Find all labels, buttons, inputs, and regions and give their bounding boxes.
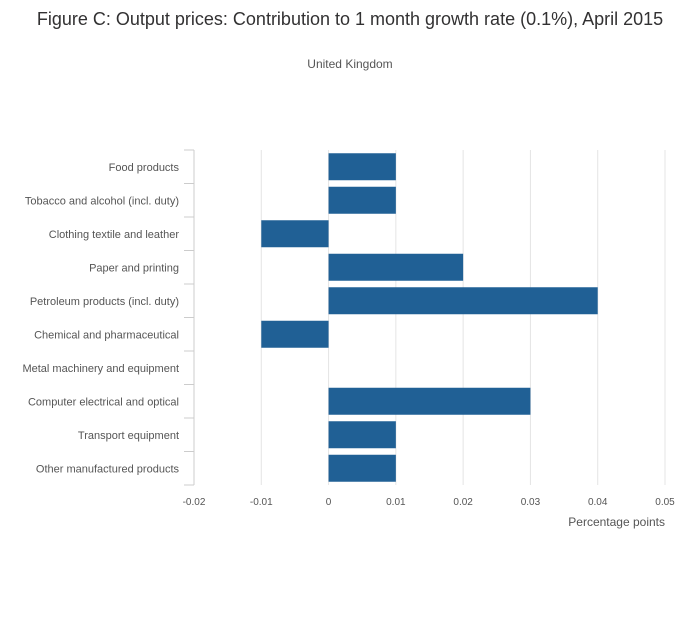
chart-subtitle: United Kingdom	[307, 57, 393, 71]
chart-title: Figure C: Output prices: Contribution to…	[36, 9, 664, 29]
bar	[261, 220, 329, 248]
category-label: Tobacco and alcohol (incl. duty)	[25, 195, 179, 207]
bar	[328, 153, 396, 181]
bars	[261, 153, 598, 482]
bar	[328, 186, 396, 214]
category-label: Metal machinery and equipment	[22, 363, 179, 375]
x-tick-label: 0.05	[655, 497, 675, 508]
category-label: Clothing textile and leather	[49, 229, 180, 241]
category-labels: Food products Tobacco and alcohol (incl. …	[22, 162, 179, 476]
x-axis-title: Percentage points	[568, 515, 665, 529]
bar	[328, 253, 464, 281]
category-label: Food products	[109, 162, 180, 174]
bar	[328, 421, 396, 449]
x-tick-label: 0.01	[386, 497, 406, 508]
category-label: Paper and printing	[89, 262, 179, 274]
category-label: Transport equipment	[78, 430, 179, 442]
category-label: Chemical and pharmaceutical	[34, 329, 179, 341]
bar	[328, 387, 531, 415]
x-tick-label: -0.02	[183, 497, 206, 508]
y-axis	[184, 149, 195, 486]
x-tick-label: 0.04	[588, 497, 608, 508]
category-label: Petroleum products (incl. duty)	[30, 296, 179, 308]
x-tick-label: 0	[326, 497, 332, 508]
gridlines	[193, 150, 666, 485]
bar	[328, 287, 598, 315]
category-label: Computer electrical and optical	[28, 396, 179, 408]
bar	[261, 320, 329, 348]
x-tick-label: 0.03	[521, 497, 541, 508]
category-label: Other manufactured products	[36, 463, 180, 475]
x-tick-label: 0.02	[453, 497, 473, 508]
x-tick-labels: -0.02 -0.01 0 0.01 0.02 0.03 0.04 0.05	[183, 497, 676, 508]
bar	[328, 454, 396, 482]
x-tick-label: -0.01	[250, 497, 273, 508]
